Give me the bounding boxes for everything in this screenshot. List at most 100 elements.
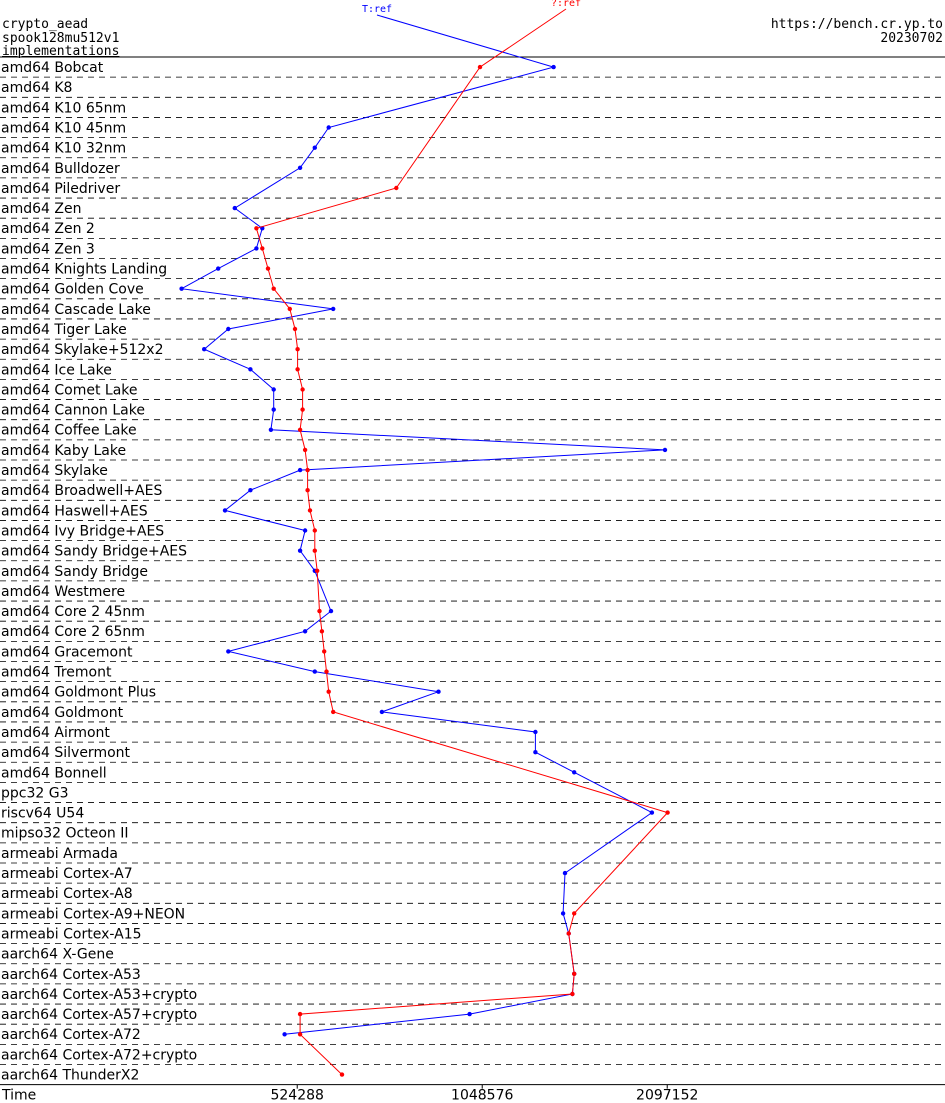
series-lines: T:ref ?:ref <box>179 0 670 1077</box>
row-label: amd64 Goldmont Plus <box>1 685 156 701</box>
row-label: amd64 K8 <box>1 80 72 96</box>
row-label: amd64 Tiger Lake <box>1 322 127 338</box>
row-label: riscv64 U54 <box>1 806 84 822</box>
data-point <box>297 1032 303 1037</box>
row-label: armeabi Cortex-A15 <box>1 926 142 942</box>
data-point <box>232 205 237 211</box>
row-label: amd64 Bobcat <box>1 60 104 76</box>
header-date: 20230702 <box>880 31 943 46</box>
row-label: amd64 Core 2 45nm <box>1 604 145 620</box>
data-point <box>307 508 313 513</box>
legend-label: ?:ref <box>551 0 581 9</box>
data-point <box>302 447 308 453</box>
row-label: ppc32 G3 <box>1 785 69 801</box>
row-label: amd64 Kaby Lake <box>1 443 126 459</box>
data-point <box>572 770 577 775</box>
data-point <box>297 165 303 170</box>
data-point <box>302 528 308 533</box>
row-label: amd64 Cascade Lake <box>1 302 151 318</box>
tick-label: 1048576 <box>451 1088 513 1103</box>
data-point <box>339 1072 345 1077</box>
data-point <box>305 467 310 473</box>
data-point <box>297 467 303 473</box>
tick-label: 524288 <box>270 1088 323 1103</box>
data-point <box>662 447 668 453</box>
data-point <box>328 608 334 614</box>
series-line-tref <box>180 14 666 1035</box>
data-point <box>297 1011 303 1017</box>
row-label: amd64 Silvermont <box>1 745 131 761</box>
data-point <box>254 246 259 251</box>
row-label: aarch64 X-Gene <box>1 947 114 963</box>
data-point <box>300 407 305 412</box>
row-label: amd64 Coffee Lake <box>1 423 137 439</box>
data-point <box>566 931 571 936</box>
data-point <box>202 347 207 352</box>
data-point <box>477 64 483 70</box>
data-point <box>295 367 300 372</box>
header-operation: crypto_aead <box>2 17 88 32</box>
data-point <box>572 971 577 976</box>
data-point <box>326 125 331 130</box>
row-label: amd64 Cannon Lake <box>1 403 145 419</box>
row-label: aarch64 Cortex-A53 <box>1 967 141 983</box>
row-label: amd64 Bulldozer <box>1 161 120 177</box>
data-point <box>287 306 292 312</box>
data-point <box>467 1011 472 1017</box>
row-label: amd64 Piledriver <box>1 181 120 197</box>
row-label: amd64 Golden Cove <box>1 282 144 298</box>
data-point <box>268 427 274 432</box>
row-label: amd64 Comet Lake <box>1 382 138 398</box>
data-point <box>300 387 305 392</box>
data-point <box>394 185 399 191</box>
data-point <box>312 669 317 674</box>
legend-label: T:ref <box>362 4 392 15</box>
data-point <box>649 810 655 815</box>
row-label: aarch64 Cortex-A72 <box>1 1027 141 1043</box>
row-label: armeabi Armada <box>1 846 118 862</box>
data-point <box>326 689 331 694</box>
data-point <box>216 266 221 271</box>
machine-rows: amd64 Bobcat amd64 K8 amd64 K10 65nm amd64 … <box>0 56 945 1084</box>
data-point <box>254 226 259 231</box>
tick-label: Time <box>1 1088 36 1103</box>
data-point <box>226 326 231 332</box>
data-point <box>317 608 322 614</box>
data-point <box>331 306 336 312</box>
row-label: amd64 Ice Lake <box>1 362 112 378</box>
row-label: amd64 Zen <box>1 201 81 217</box>
data-point <box>179 286 184 291</box>
row-label: amd64 Bonnell <box>1 765 107 781</box>
row-label: amd64 Ivy Bridge+AES <box>1 523 164 539</box>
row-label: amd64 Zen 3 <box>1 241 95 257</box>
row-label: amd64 Knights Landing <box>1 262 167 278</box>
row-label: armeabi Cortex-A8 <box>1 886 133 902</box>
data-point <box>271 286 276 291</box>
row-label: aarch64 Cortex-A57+crypto <box>1 1007 197 1023</box>
row-label: aarch64 Cortex-A53+crypto <box>1 987 197 1003</box>
data-point <box>271 407 276 412</box>
data-point <box>271 387 276 392</box>
data-point <box>260 246 265 251</box>
tick-label: 2097152 <box>636 1088 698 1103</box>
row-label: amd64 Gracemont <box>1 644 133 660</box>
data-point <box>551 64 556 70</box>
data-point <box>265 266 271 271</box>
data-point <box>322 649 327 654</box>
series-line-qref <box>255 8 669 1075</box>
row-label: aarch64 Cortex-A72+crypto <box>1 1047 197 1063</box>
row-label: amd64 Airmont <box>1 725 110 741</box>
data-point <box>436 689 441 694</box>
row-label: amd64 Core 2 65nm <box>1 624 145 640</box>
data-point <box>324 669 329 674</box>
data-point <box>533 750 538 755</box>
row-label: amd64 Westmere <box>1 584 125 600</box>
row-label: amd64 Sandy Bridge+AES <box>1 544 187 560</box>
x-axis: Time 524288 1048576 2097152 <box>0 1084 945 1103</box>
data-point <box>302 629 308 634</box>
row-label: armeabi Cortex-A9+NEON <box>1 906 185 922</box>
row-label: amd64 Tremont <box>1 665 112 681</box>
row-label: amd64 K10 32nm <box>1 141 126 157</box>
header-url: https://bench.cr.yp.to <box>771 17 943 32</box>
data-point <box>226 649 231 654</box>
